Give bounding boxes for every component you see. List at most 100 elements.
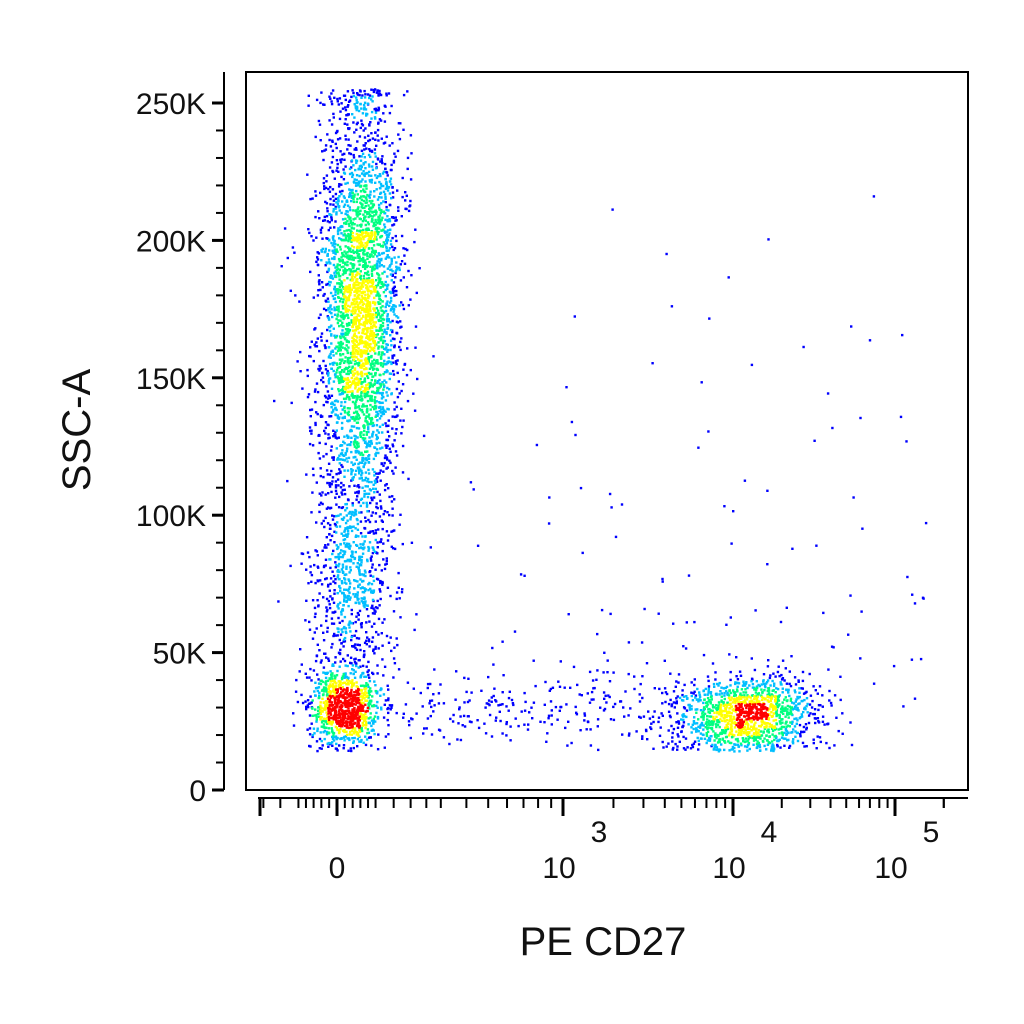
event-dot: [306, 368, 309, 372]
event-dot: [358, 602, 361, 605]
event-dot: [344, 234, 348, 237]
event-dot: [796, 731, 800, 735]
event-dot: [701, 712, 704, 715]
event-dot: [387, 534, 390, 537]
event-dot: [343, 230, 346, 233]
event-dot: [354, 579, 357, 583]
event-dot: [335, 525, 338, 528]
event-dot: [376, 414, 379, 417]
event-dot: [411, 718, 414, 721]
event-dot: [360, 391, 363, 395]
event-dot: [693, 716, 696, 719]
event-dot: [712, 715, 715, 719]
event-dot: [335, 146, 338, 150]
event-dot: [859, 657, 862, 660]
event-dot: [372, 265, 375, 268]
event-dot: [345, 675, 348, 679]
event-dot: [340, 192, 343, 196]
event-dot: [354, 550, 357, 554]
event-dot: [391, 507, 394, 510]
event-dot: [355, 340, 358, 343]
event-dot: [690, 691, 693, 694]
event-dot: [339, 412, 343, 416]
event-dot: [356, 370, 359, 374]
event-dot: [697, 739, 700, 743]
event-dot: [364, 440, 367, 443]
event-dot: [380, 632, 383, 635]
event-dot: [791, 740, 795, 743]
event-dot: [380, 234, 384, 238]
event-dot: [338, 137, 342, 140]
event-dot: [399, 348, 402, 352]
event-dot: [366, 362, 369, 365]
event-dot: [377, 139, 380, 142]
event-dot: [376, 291, 379, 294]
event-dot: [366, 282, 370, 285]
event-dot: [762, 682, 766, 686]
event-dot: [800, 730, 803, 733]
event-dot: [320, 332, 324, 335]
event-dot: [363, 106, 366, 109]
event-dot: [376, 599, 379, 603]
event-dot: [400, 325, 403, 328]
event-dot: [314, 694, 317, 697]
event-dot: [667, 742, 670, 745]
event-dot: [379, 362, 383, 365]
event-dot: [364, 190, 367, 194]
event-dot: [380, 507, 383, 510]
event-dot: [320, 679, 323, 682]
event-dot: [697, 743, 701, 746]
event-dot: [369, 193, 372, 196]
event-dot: [390, 279, 393, 282]
event-dot: [306, 704, 309, 707]
event-dot: [344, 503, 347, 506]
event-dot: [363, 426, 366, 429]
event-dot: [342, 391, 345, 394]
event-dot: [380, 353, 383, 357]
event-dot: [350, 436, 353, 439]
event-dot: [395, 265, 398, 269]
event-dot: [337, 506, 341, 509]
event-dot: [343, 538, 347, 541]
event-dot: [359, 164, 363, 167]
event-dot: [397, 206, 400, 209]
event-dot: [326, 473, 330, 476]
event-dot: [343, 676, 346, 679]
event-dot: [357, 267, 360, 271]
event-dot: [595, 678, 598, 681]
event-dot: [386, 229, 390, 232]
event-dot: [766, 563, 769, 566]
event-dot: [367, 427, 370, 431]
event-dot: [370, 217, 374, 221]
event-dot: [751, 682, 755, 686]
event-dot: [316, 554, 319, 557]
event-dot: [388, 232, 391, 235]
event-dot: [365, 639, 368, 642]
event-dot: [697, 730, 700, 733]
event-dot: [377, 196, 381, 199]
event-dot: [724, 728, 728, 731]
event-dot: [366, 670, 369, 674]
event-dot: [361, 573, 364, 576]
event-dot: [373, 550, 377, 553]
event-dot: [470, 720, 473, 724]
event-dot: [358, 558, 361, 561]
event-dot: [337, 257, 341, 261]
event-dot: [786, 710, 789, 714]
event-dot: [374, 361, 377, 365]
event-dot: [737, 682, 741, 685]
event-dot: [322, 671, 325, 674]
event-dot: [760, 683, 763, 686]
event-dot: [726, 691, 729, 695]
event-dot: [315, 481, 318, 484]
event-dot: [381, 644, 384, 647]
event-dot: [353, 445, 357, 448]
event-dot: [339, 727, 342, 731]
event-dot: [389, 296, 393, 300]
event-dot: [311, 733, 315, 737]
event-dot: [347, 456, 351, 460]
event-dot: [804, 723, 808, 726]
event-dot: [379, 286, 382, 289]
event-dot: [370, 606, 373, 610]
event-dot: [345, 385, 348, 388]
